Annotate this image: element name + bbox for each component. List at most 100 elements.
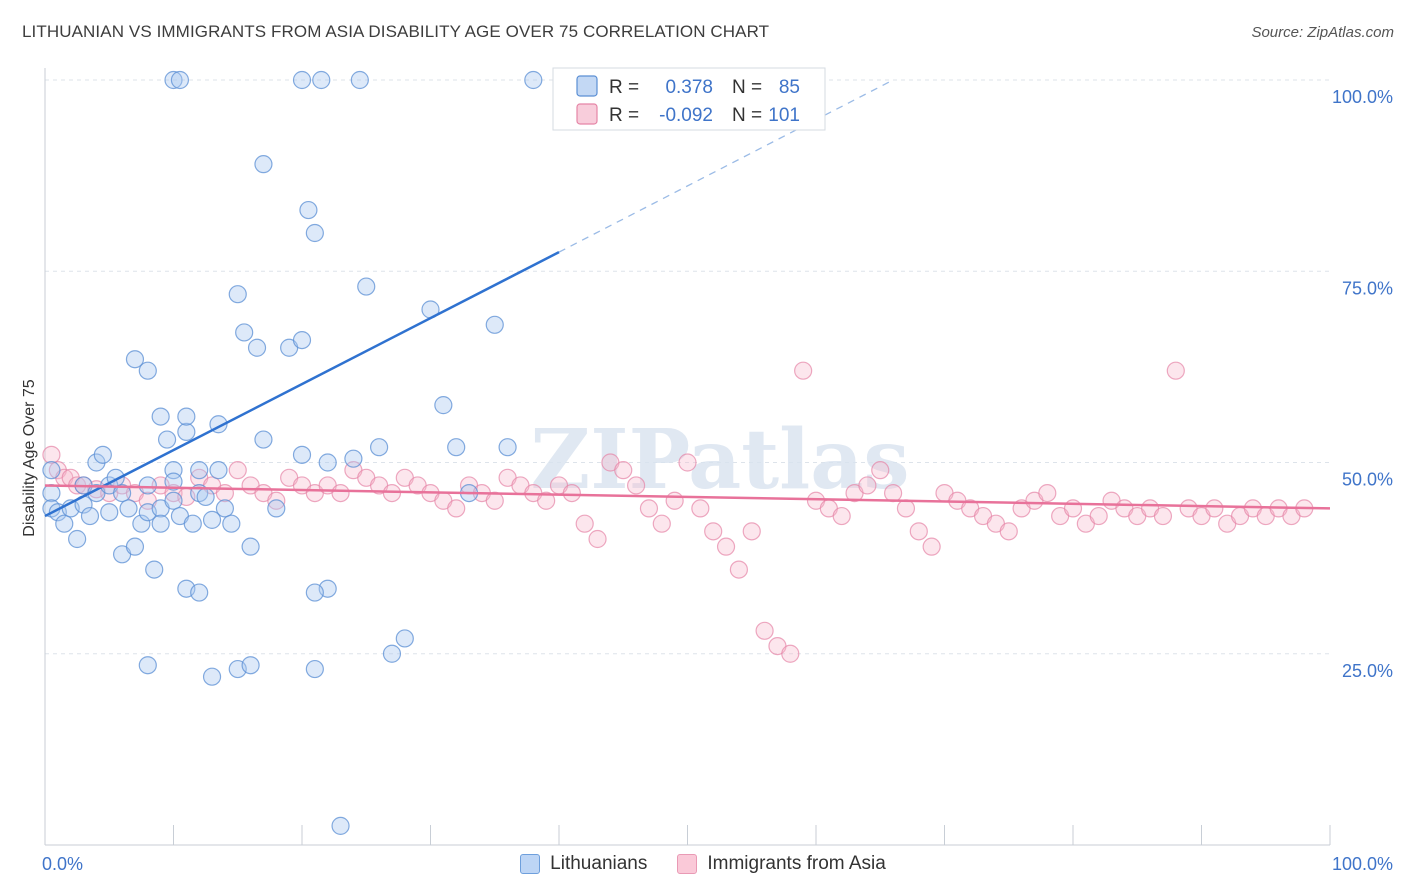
data-point-immigrants-asia — [832, 506, 851, 526]
data-point-lithuanians — [112, 484, 132, 503]
data-point-immigrants-asia — [228, 461, 247, 480]
data-point-lithuanians — [132, 514, 151, 533]
data-point-immigrants-asia — [755, 621, 774, 640]
data-point-immigrants-asia — [639, 499, 659, 518]
data-point-lithuanians — [235, 323, 254, 342]
legend-swatch-blue — [520, 854, 541, 874]
data-point-lithuanians — [299, 200, 318, 220]
legend-swatch-pink — [677, 854, 698, 874]
data-point-immigrants-asia — [665, 491, 684, 510]
y-tick-label: 25.0% — [1342, 661, 1393, 681]
data-point-lithuanians — [222, 514, 241, 533]
data-point-lithuanians — [228, 285, 247, 304]
data-point-lithuanians — [247, 338, 267, 357]
data-point-lithuanians — [80, 506, 100, 526]
data-point-immigrants-asia — [999, 522, 1018, 541]
data-point-lithuanians — [202, 667, 222, 686]
data-point-lithuanians — [447, 438, 466, 457]
data-point-lithuanians — [151, 514, 170, 533]
data-point-immigrants-asia — [858, 476, 877, 495]
y-tick-label: 100.0% — [1332, 87, 1393, 107]
data-point-immigrants-asia — [909, 522, 928, 541]
data-point-lithuanians — [170, 70, 190, 90]
stats-legend-box — [552, 67, 826, 131]
stats-r-label: R = — [609, 105, 639, 126]
data-point-immigrants-asia — [447, 499, 466, 518]
y-tick-label: 75.0% — [1342, 278, 1393, 298]
data-point-immigrants-asia — [1205, 499, 1224, 518]
data-point-lithuanians — [119, 499, 138, 518]
data-point-lithuanians — [164, 472, 183, 491]
data-point-immigrants-asia — [896, 499, 916, 518]
data-point-lithuanians — [145, 560, 164, 579]
data-point-lithuanians — [209, 461, 228, 480]
data-point-lithuanians — [138, 361, 157, 380]
data-point-lithuanians — [292, 445, 312, 464]
data-point-immigrants-asia — [42, 445, 61, 464]
data-point-lithuanians — [241, 537, 260, 556]
stats-r-value: 0.378 — [665, 77, 713, 98]
data-point-lithuanians — [318, 453, 337, 472]
data-point-lithuanians — [241, 656, 260, 675]
trend-line-lithuanians-extension — [558, 79, 894, 253]
data-point-lithuanians — [395, 629, 414, 648]
data-point-lithuanians — [382, 644, 402, 663]
data-point-lithuanians — [151, 407, 170, 426]
data-point-lithuanians — [305, 223, 324, 243]
data-point-lithuanians — [177, 422, 196, 441]
data-point-immigrants-asia — [215, 484, 234, 503]
data-point-immigrants-asia — [922, 537, 941, 556]
y-tick-label: 50.0% — [1342, 470, 1393, 490]
data-point-immigrants-asia — [1166, 361, 1185, 380]
data-point-lithuanians — [125, 537, 145, 556]
x-tick-label: 100.0% — [1332, 854, 1393, 874]
data-point-immigrants-asia — [588, 529, 607, 549]
data-point-lithuanians — [190, 583, 209, 602]
stats-r-value: -0.092 — [659, 105, 713, 126]
data-point-lithuanians — [177, 407, 196, 426]
data-point-lithuanians — [202, 510, 222, 529]
data-point-lithuanians — [183, 514, 202, 533]
stats-legend-swatch — [576, 75, 598, 97]
data-point-lithuanians — [93, 445, 112, 464]
data-point-immigrants-asia — [871, 461, 890, 480]
data-point-lithuanians — [138, 476, 157, 495]
data-point-lithuanians — [344, 449, 363, 468]
data-point-immigrants-asia — [575, 514, 594, 533]
stats-n-label: N = — [732, 77, 762, 98]
data-point-immigrants-asia — [1038, 484, 1057, 503]
data-point-immigrants-asia — [742, 522, 761, 541]
data-point-lithuanians — [267, 499, 286, 518]
data-point-lithuanians — [164, 70, 183, 90]
data-point-lithuanians — [190, 461, 209, 480]
data-point-lithuanians — [68, 529, 87, 549]
data-point-lithuanians — [196, 487, 215, 507]
data-point-lithuanians — [357, 277, 376, 296]
source-label: Source: ZipAtlas.com — [1251, 24, 1394, 41]
data-point-immigrants-asia — [1153, 506, 1173, 526]
data-point-lithuanians — [125, 350, 145, 369]
data-point-immigrants-asia — [794, 361, 813, 380]
data-point-lithuanians — [331, 816, 350, 835]
data-point-lithuanians — [524, 70, 543, 90]
stats-legend-swatch — [576, 103, 598, 125]
data-point-lithuanians — [292, 70, 312, 90]
data-point-lithuanians — [434, 396, 453, 415]
trend-line-lithuanians — [44, 251, 560, 518]
legend-label-lithuanians: Lithuanians — [550, 853, 648, 874]
data-point-immigrants-asia — [537, 491, 556, 510]
legend-label-immigrants-asia: Immigrants from Asia — [707, 853, 886, 874]
data-point-immigrants-asia — [1063, 499, 1083, 518]
data-point-lithuanians — [305, 659, 324, 679]
legend-item-immigrants-asia: Immigrants from Asia — [677, 853, 886, 875]
data-point-lithuanians — [55, 514, 74, 533]
data-point-immigrants-asia — [883, 484, 903, 503]
data-point-immigrants-asia — [382, 484, 402, 503]
data-point-lithuanians — [42, 461, 61, 480]
data-point-immigrants-asia — [729, 560, 749, 579]
data-point-immigrants-asia — [1089, 506, 1108, 526]
data-point-lithuanians — [254, 155, 273, 174]
trend-line-immigrants-asia — [44, 484, 1331, 510]
stats-n-value: 85 — [779, 77, 800, 98]
